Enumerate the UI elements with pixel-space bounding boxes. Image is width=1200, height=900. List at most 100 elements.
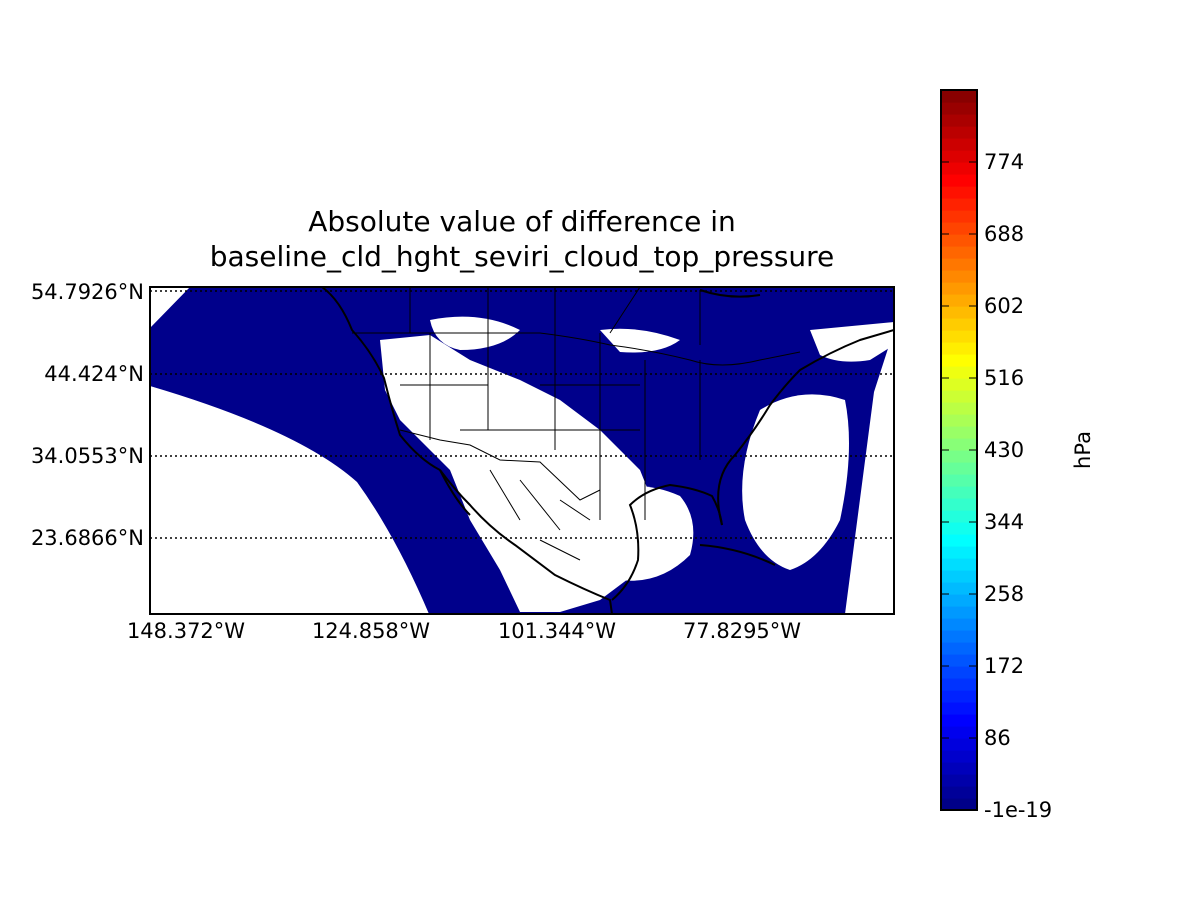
colorbar-segment bbox=[941, 126, 977, 139]
colorbar-segment bbox=[941, 774, 977, 787]
colorbar-segment bbox=[941, 498, 977, 511]
parallels bbox=[150, 290, 894, 539]
meridian-label: 77.8295°W bbox=[682, 619, 802, 643]
colorbar-segment bbox=[941, 558, 977, 571]
colorbar-tick-label: 774 bbox=[984, 150, 1025, 174]
colorbar-tick-label: 430 bbox=[984, 438, 1025, 462]
colorbar-segment bbox=[941, 90, 977, 103]
parallel-label: 44.424°N bbox=[44, 362, 144, 386]
colorbar-segment bbox=[941, 690, 977, 703]
parallel-label: 34.0553°N bbox=[30, 444, 144, 468]
colorbar-segment bbox=[941, 726, 977, 739]
clear-area-gulf bbox=[590, 485, 694, 581]
colorbar-segment bbox=[941, 186, 977, 199]
cuba bbox=[699, 544, 776, 566]
colorbar-segment bbox=[941, 702, 977, 715]
colorbar-tick-label: -1e-19 bbox=[984, 798, 1053, 822]
borders bbox=[352, 287, 801, 561]
colorbar-tick-label: 86 bbox=[984, 726, 1011, 750]
baja-peninsula bbox=[439, 469, 471, 516]
colorbar-segment bbox=[941, 258, 977, 271]
colorbar-segment bbox=[941, 210, 977, 223]
colorbar-segment bbox=[941, 150, 977, 163]
colorbar-segment bbox=[941, 510, 977, 523]
state-lines bbox=[400, 287, 701, 520]
colorbar-segment bbox=[941, 402, 977, 415]
colorbar-segment bbox=[941, 222, 977, 235]
colorbar-segment bbox=[941, 102, 977, 115]
colorbar-segment bbox=[941, 354, 977, 367]
colorbar-segment bbox=[941, 642, 977, 655]
colorbar-segment bbox=[941, 114, 977, 127]
colorbar-segment bbox=[941, 138, 977, 151]
colorbar-segment bbox=[941, 762, 977, 775]
colorbar-segment bbox=[941, 594, 977, 607]
colorbar-tick-label: 516 bbox=[984, 366, 1025, 390]
colorbar-segment bbox=[941, 618, 977, 631]
meridian-label: 101.344°W bbox=[497, 619, 617, 643]
colorbar-segment bbox=[941, 282, 977, 295]
colorbar-tick-label: 172 bbox=[984, 654, 1025, 678]
colorbar-segment bbox=[941, 570, 977, 583]
colorbar-segment bbox=[941, 330, 977, 343]
colorbar-segment bbox=[941, 174, 977, 187]
colorbar-segment bbox=[941, 522, 977, 535]
clear-area-northeast bbox=[810, 322, 894, 362]
colorbar-segment bbox=[941, 246, 977, 259]
gulf-coast bbox=[611, 483, 723, 601]
meridian-label: 148.372°W bbox=[126, 619, 246, 643]
colorbar bbox=[941, 90, 977, 811]
colorbar-segment bbox=[941, 162, 977, 175]
colorbar-segment bbox=[941, 786, 977, 799]
colorbar-segment bbox=[941, 366, 977, 379]
colorbar-segment bbox=[941, 318, 977, 331]
colorbar-segment bbox=[941, 270, 977, 283]
colorbar-segment bbox=[941, 738, 977, 751]
colorbar-segment bbox=[941, 798, 977, 811]
mexico-state-lines bbox=[489, 469, 591, 561]
colorbar-segment bbox=[941, 462, 977, 475]
map-frame bbox=[149, 286, 895, 615]
meridian-label: 124.858°W bbox=[311, 619, 431, 643]
colorbar-segment bbox=[941, 666, 977, 679]
colorbar-segment bbox=[941, 378, 977, 391]
colorbar-segment bbox=[941, 426, 977, 439]
colorbar-segment bbox=[941, 750, 977, 763]
chart-title-line-2: baseline_cld_hght_seviri_cloud_top_press… bbox=[209, 240, 835, 273]
canada-province-lines bbox=[409, 287, 701, 345]
colorbar-segment bbox=[941, 654, 977, 667]
colorbar-tick-label: 344 bbox=[984, 510, 1025, 534]
coastlines bbox=[321, 287, 894, 614]
colorbar-tick-label: 688 bbox=[984, 222, 1025, 246]
parallel-label: 54.7926°N bbox=[30, 280, 144, 304]
colorbar-segment bbox=[941, 438, 977, 451]
colorbar-frame bbox=[940, 89, 978, 811]
colorbar-segment bbox=[941, 546, 977, 559]
us-mexico-border bbox=[399, 429, 601, 501]
colorbar-segment bbox=[941, 294, 977, 307]
colorbar-segment bbox=[941, 678, 977, 691]
colorbar-segment bbox=[941, 474, 977, 487]
chart-title-line-1: Absolute value of difference in bbox=[308, 205, 736, 238]
colorbar-segment bbox=[941, 714, 977, 727]
colorbar-segment bbox=[941, 306, 977, 319]
colorbar-segment bbox=[941, 582, 977, 595]
colorbar-tick-label: 602 bbox=[984, 294, 1025, 318]
map-plot-area bbox=[150, 287, 894, 614]
colorbar-tick-label: 258 bbox=[984, 582, 1025, 606]
parallel-label: 23.6866°N bbox=[30, 526, 144, 550]
colorbar-segment bbox=[941, 450, 977, 463]
clear-area-atlantic bbox=[742, 394, 849, 570]
colorbar-label: hPa bbox=[1071, 431, 1095, 469]
colorbar-segment bbox=[941, 414, 977, 427]
colorbar-segment bbox=[941, 630, 977, 643]
colorbar-segment bbox=[941, 234, 977, 247]
clear-area-west bbox=[380, 335, 660, 612]
colorbar-segment bbox=[941, 534, 977, 547]
colorbar-segment bbox=[941, 342, 977, 355]
colorbar-segment bbox=[941, 606, 977, 619]
east-coast bbox=[717, 329, 894, 526]
colorbar-segment bbox=[941, 198, 977, 211]
